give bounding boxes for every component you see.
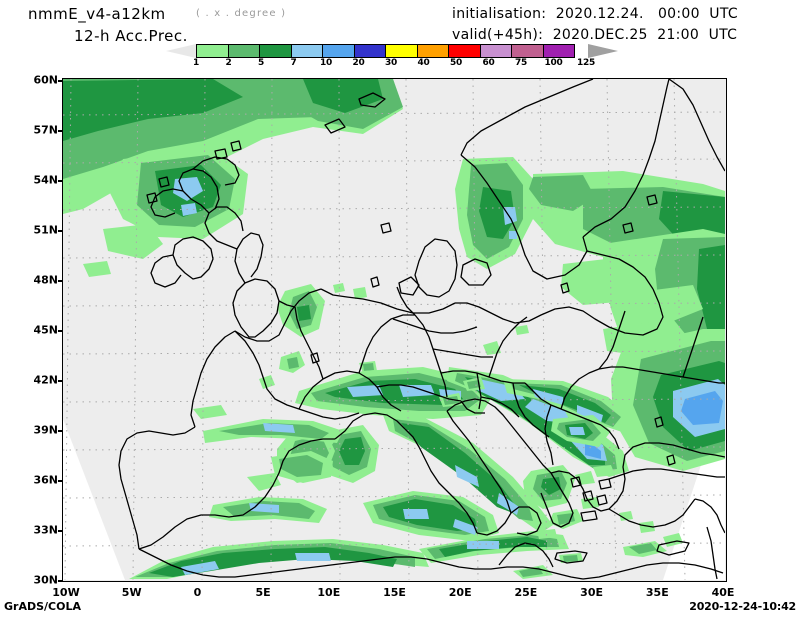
- credit-label: GrADS/COLA: [4, 600, 81, 613]
- latitude-tick-mark: [58, 330, 63, 332]
- longitude-tick-label: 5E: [255, 586, 271, 599]
- precip-field: [63, 79, 725, 579]
- latitude-tick-mark: [58, 280, 63, 282]
- colorbar: 1 2 5 7 10 20 30 40 50 60 75 100 125: [166, 44, 618, 70]
- colorbar-tick-label: 40: [417, 58, 430, 68]
- colorbar-band: [511, 44, 544, 58]
- generated-label: 2020-12-24-10:42: [689, 600, 796, 613]
- resolution-note-label: ( . x . degree ): [196, 8, 287, 19]
- longitude-tick-label: 25E: [514, 586, 538, 599]
- latitude-tick-mark: [58, 230, 63, 232]
- latitude-tick-label: 39N: [33, 423, 58, 437]
- longitude-axis: 10W 5W 0 5E 10E 15E 20E 25E 30E 35E 40E: [52, 584, 734, 604]
- field-name-label: 12-h Acc.Prec.: [74, 27, 188, 45]
- colorbar-band: [322, 44, 355, 58]
- colorbar-tick-label: 10: [320, 58, 332, 68]
- longitude-tick-label: 10W: [52, 586, 80, 599]
- longitude-tick-label: 5W: [121, 586, 142, 599]
- colorbar-band: [259, 44, 292, 58]
- colorbar-tick-label: 60: [482, 58, 495, 68]
- latitude-tick-label: 33N: [33, 523, 58, 537]
- colorbar-band: [196, 44, 229, 58]
- map-canvas: [63, 79, 725, 580]
- colorbar-tick-label: 7: [290, 58, 297, 68]
- colorbar-tick-label: 2: [225, 58, 232, 68]
- model-name-label: nmmE_v4-a12km: [28, 5, 166, 23]
- colorbar-tick-label: 30: [385, 58, 397, 68]
- colorbar-tick-label: 5: [258, 58, 264, 68]
- latitude-tick-label: 51N: [33, 223, 58, 237]
- latitude-tick-label: 60N: [33, 73, 58, 87]
- colorbar-tick-label: 100: [544, 58, 563, 68]
- colorbar-band: [542, 44, 575, 58]
- map-coastlines: [118, 79, 725, 580]
- colorbar-under-arrow-icon: [166, 44, 196, 58]
- longitude-tick-label: 0: [193, 586, 202, 599]
- longitude-tick-label: 10E: [317, 586, 341, 599]
- colorbar-band: [353, 44, 386, 58]
- latitude-tick-label: 36N: [33, 473, 58, 487]
- latitude-tick-mark: [58, 130, 63, 132]
- colorbar-band: [385, 44, 418, 58]
- latitude-tick-mark: [58, 380, 63, 382]
- latitude-tick-label: 57N: [33, 123, 58, 137]
- latitude-axis: 60N 57N 54N 51N 48N 45N 42N 39N 36N 33N 30N: [14, 74, 63, 587]
- latitude-tick-mark: [58, 80, 63, 82]
- colorbar-band: [416, 44, 449, 58]
- colorbar-band: [290, 44, 323, 58]
- precipitation-map: [62, 78, 727, 582]
- latitude-tick-label: 42N: [33, 373, 58, 387]
- latitude-tick-mark: [58, 530, 63, 532]
- longitude-tick-label: 35E: [645, 586, 669, 599]
- latitude-tick-label: 48N: [33, 273, 58, 287]
- colorbar-tick-labels: 1 2 5 7 10 20 30 40 50 60 75 100 125: [193, 58, 595, 70]
- longitude-tick-label: 20E: [448, 586, 472, 599]
- latitude-tick-label: 30N: [33, 573, 58, 587]
- initialisation-label: initialisation: 2020.12.24. 00:00 UTC: [452, 6, 738, 22]
- colorbar-over-arrow-icon: [588, 44, 618, 58]
- longitude-tick-label: 30E: [580, 586, 604, 599]
- colorbar-tick-label: 125: [577, 58, 595, 68]
- colorbar-band: [479, 44, 512, 58]
- colorbar-tick-label: 1: [193, 58, 199, 68]
- colorbar-band: [227, 44, 260, 58]
- latitude-tick-label: 45N: [33, 323, 58, 337]
- latitude-tick-mark: [58, 580, 63, 582]
- latitude-tick-label: 54N: [33, 173, 58, 187]
- valid-time-label: valid(+45h): 2020.DEC.25 21:00 UTC: [452, 27, 738, 43]
- longitude-tick-label: 40E: [711, 586, 735, 599]
- colorbar-bands: [196, 44, 586, 58]
- colorbar-tick-label: 75: [515, 58, 527, 68]
- colorbar-tick-label: 50: [450, 58, 462, 68]
- latitude-tick-mark: [58, 180, 63, 182]
- latitude-tick-mark: [58, 430, 63, 432]
- colorbar-tick-label: 20: [352, 58, 365, 68]
- colorbar-band: [448, 44, 481, 58]
- longitude-tick-label: 15E: [383, 586, 406, 599]
- latitude-tick-mark: [58, 480, 63, 482]
